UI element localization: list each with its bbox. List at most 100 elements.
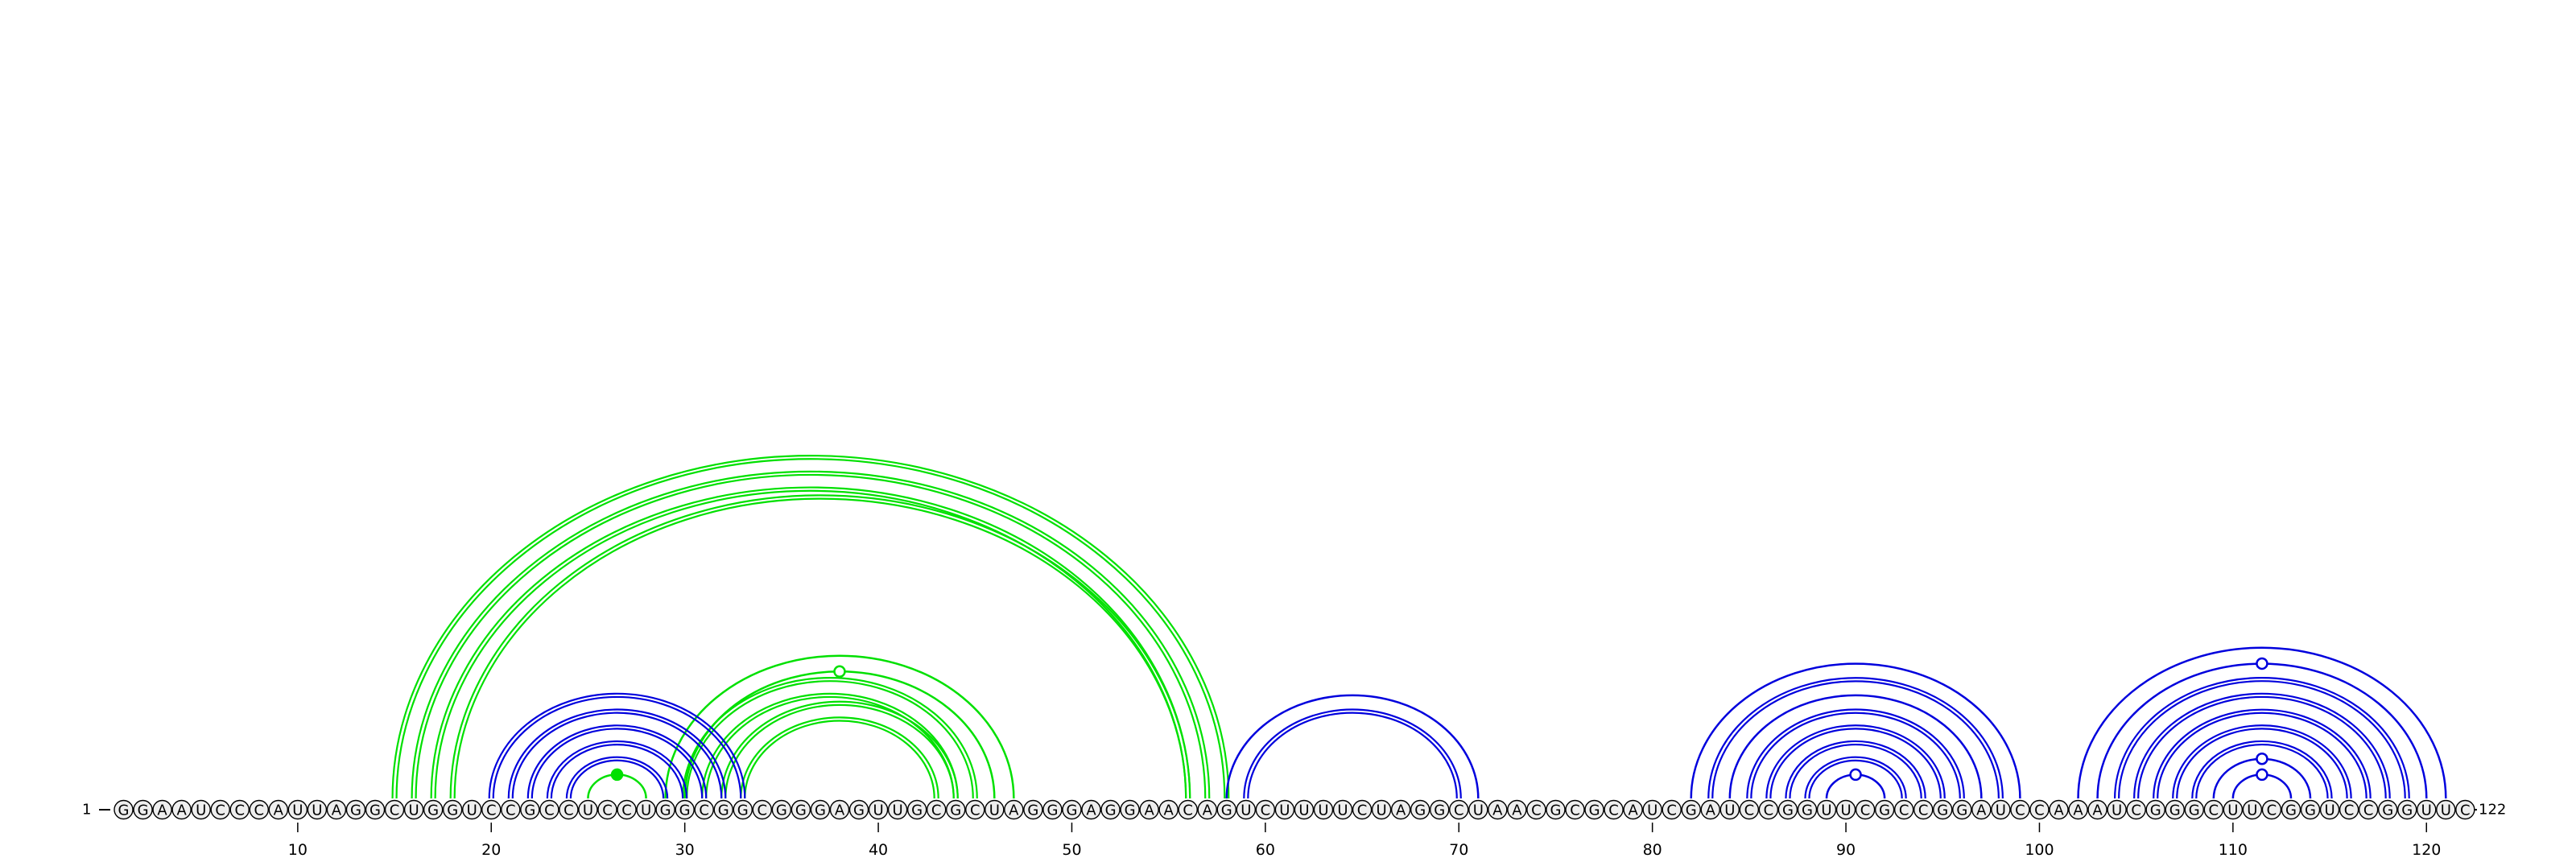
nucleotide: G [1216,799,1236,820]
nucleotide-letter: U [1996,802,2006,819]
nucleotide-letter: C [2131,802,2141,819]
nucleotide-letter: U [1473,802,1484,819]
nucleotide-letter: U [2227,802,2238,819]
tick-label: 50 [1062,841,1081,858]
nucleotide: A [1197,799,1217,820]
nucleotide-letter: G [2169,802,2181,819]
start-label: 1 [82,802,91,819]
tick: 120 [2412,823,2441,858]
nucleotide-letter: G [2285,802,2297,819]
tick: 110 [2219,823,2248,858]
nucleotide-letter: C [1899,802,1909,819]
nucleotide-letter: U [2441,802,2451,819]
nucleotide: A [268,799,289,820]
nucleotide-letter: G [679,802,691,819]
nucleotide-letter: U [467,802,477,819]
nucleotide-letter: A [2073,802,2083,819]
nucleotide-letter: G [2189,802,2200,819]
tick-label: 60 [1256,841,1275,858]
nucleotide-letter: G [950,802,961,819]
nucleotide: C [2358,799,2379,820]
nucleotide: C [1526,799,1546,820]
nucleotide: U [1313,799,1334,820]
nucleotide: C [1893,799,1914,820]
nucleotide-letter: G [776,802,787,819]
nucleotide: G [1062,799,1082,820]
nucleotide-letter: A [332,802,342,819]
nucleotide: C [1565,799,1585,820]
nucleotide: C [597,799,617,820]
nucleotide-letter: G [118,802,130,819]
base-pair-arc [2077,646,2447,799]
nucleotide: C [1758,799,1779,820]
nucleotide-letter: G [447,802,458,819]
nucleotide: C [2455,799,2475,820]
nucleotide-letter: A [1396,802,1406,819]
nucleotide-letter: C [1764,802,1774,819]
nucleotide-letter: C [2015,802,2025,819]
nucleotide-letter: C [1570,802,1580,819]
nucleotide-letter: C [486,802,497,819]
nucleotide: C [501,799,521,820]
base-pair-arc [587,768,647,799]
nucleotide: U [2436,799,2456,820]
nucleotide: G [791,799,811,820]
base-pair-arc [1765,724,1946,799]
nucleotide-letter: A [1976,802,1987,819]
nucleotide: G [733,799,753,820]
tick: 30 [675,823,695,858]
nucleotide-letter: U [893,802,903,819]
nucleotide: C [1178,799,1198,820]
nucleotide: A [1158,799,1179,820]
nucleotide: G [713,799,733,820]
tick-label: 20 [481,841,501,858]
nucleotide-letter: G [524,802,535,819]
nucleotide-letter: G [737,802,749,819]
nucleotide: C [1855,799,1876,820]
nucleotide: G [1952,799,1972,820]
tick-label: 40 [869,841,888,858]
tick-label: 30 [675,841,695,858]
nucleotide-letter: U [1279,802,1290,819]
nucleotide: G [1584,799,1604,820]
nucleotide: C [559,799,579,820]
nucleotide: A [1139,799,1159,820]
base-pair-arc [526,724,708,799]
nucleotide: C [2203,799,2224,820]
nucleotide: A [1004,799,1024,820]
nucleotide-letter: U [1298,802,1309,819]
nucleotide-letter: G [1956,802,1967,819]
backbone-layer: 1 122 [82,802,2506,819]
nucleotide-letter: A [1706,802,1716,819]
nucleotide: A [1390,799,1411,820]
nucleotide: C [2126,799,2146,820]
tick: 50 [1062,823,1082,858]
nucleotide-letter: U [1318,802,1328,819]
nucleotide-letter: U [1840,802,1851,819]
tick: 80 [1643,823,1662,858]
nucleotide: C [2010,799,2030,820]
nucleotide: A [1488,799,1508,820]
nucleotide-letter: C [1608,802,1619,819]
nucleotide: G [520,799,540,820]
arc-marker [2256,768,2268,782]
base-pair-arc [2096,657,2428,799]
nucleotide: C [1604,799,1624,820]
nucleotide-letter: C [1860,802,1871,819]
base-pair-arc [430,486,1191,799]
tick: 60 [1256,823,1275,858]
nucleotide-letter: C [758,802,768,819]
tick-label: 80 [1643,841,1662,858]
nucleotide: U [636,799,656,820]
nucleotide-letter: A [176,802,187,819]
nucleotide: U [2242,799,2263,820]
nucleotide: A [171,799,192,820]
nucleotide-letter: U [1647,802,1657,819]
base-pair-arc [1785,740,1926,799]
base-pair-arc [2172,724,2352,799]
nucleotide-letter: A [1492,802,1503,819]
nucleotide-letter: G [1125,802,1136,819]
nucleotide: U [1294,799,1315,820]
nucleotide: U [1642,799,1662,820]
nucleotide: G [345,799,366,820]
